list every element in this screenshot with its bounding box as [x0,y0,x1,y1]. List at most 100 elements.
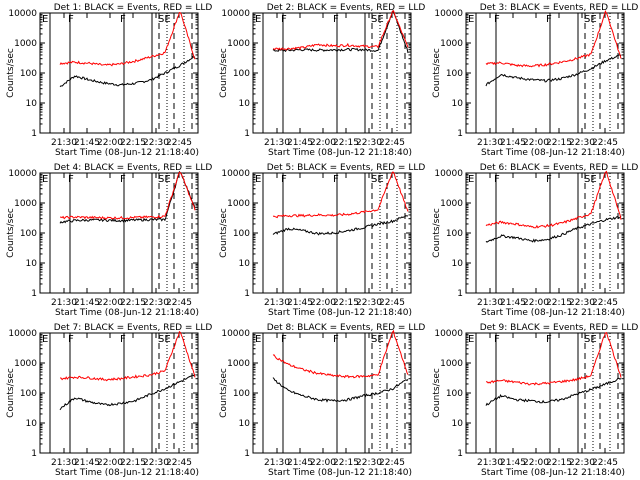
x-tick-label: 22:15 [333,138,359,148]
x-tick-label: 22:00 [97,298,123,308]
x-tick-label: 22:45 [592,298,618,308]
x-tick-label: 21:45 [74,138,100,148]
flag-label: SE [158,174,171,185]
y-tick-label: 10000 [434,169,463,179]
y-tick-label: 10 [239,99,251,109]
events-series-line [59,55,196,88]
flag-label: F [120,334,126,345]
flag-label: E [468,14,474,25]
x-axis-label: Start Time (08-Jun-12 21:18:40) [268,148,412,158]
x-tick-label: 22:00 [523,138,549,148]
flag-label: E [255,174,261,185]
x-tick-label: 22:15 [546,458,572,468]
detector-plot-1: Det 1: BLACK = Events, RED = LLD 1 10 100 10… [6,3,212,158]
x-tick-label: 21:30 [477,458,503,468]
detector-plot-3: Det 3: BLACK = Events, RED = LLD 1 10 100 10… [432,3,638,158]
y-tick-label: 100 [233,69,250,79]
x-tick-label: 22:45 [166,298,192,308]
lld-series-line [272,9,409,51]
lld-series-line [272,329,409,379]
x-tick-label: 21:30 [477,298,503,308]
y-tick-label: 10 [452,99,464,109]
x-tick-label: 22:15 [120,458,146,468]
x-tick-label: 22:00 [523,458,549,468]
y-tick-label: 1 [244,449,250,459]
lld-series-line [59,12,196,67]
lld-series-line [272,171,409,219]
x-tick-label: 21:30 [264,138,290,148]
x-tick-label: 22:00 [310,298,336,308]
y-tick-label: 1000 [440,359,463,369]
plot-title: Det 3: BLACK = Events, RED = LLD [480,3,639,13]
x-tick-label: 22:30 [143,298,169,308]
flag-label: E [42,334,48,345]
flag-label: E [255,334,261,345]
flag-label: F [68,174,74,185]
x-tick-label: 22:15 [333,298,359,308]
x-tick-label: 22:30 [569,138,595,148]
events-series-line [59,374,196,411]
y-tick-label: 100 [20,69,37,79]
flag-label: F [546,14,552,25]
flag-label: F [281,174,287,185]
x-axis-label: Start Time (08-Jun-12 21:18:40) [55,308,199,318]
flag-label: F [333,334,339,345]
plot-title: Det 9: BLACK = Events, RED = LLD [480,323,639,333]
y-tick-label: 1 [457,449,463,459]
y-tick-label: 1 [31,129,37,139]
events-series-line [485,54,622,87]
x-tick-label: 22:45 [166,138,192,148]
x-tick-label: 22:15 [546,138,572,148]
x-axis-label: Start Time (08-Jun-12 21:18:40) [268,308,412,318]
y-tick-label: 1 [457,289,463,299]
y-axis-label: Counts/sec [6,48,16,98]
x-tick-label: 21:30 [51,458,77,468]
flag-label: F [281,334,287,345]
y-tick-label: 100 [446,229,463,239]
x-tick-label: 22:45 [379,298,405,308]
flag-label: E [468,334,474,345]
y-tick-label: 1000 [227,39,250,49]
x-tick-label: 22:30 [356,298,382,308]
x-tick-label: 21:45 [287,298,313,308]
flag-label: F [68,334,74,345]
flag-label: F [494,14,500,25]
flag-label: E [42,174,48,185]
events-series-line [272,215,409,236]
x-tick-label: 22:45 [166,458,192,468]
y-tick-label: 1000 [227,359,250,369]
x-tick-label: 22:15 [120,138,146,148]
x-tick-label: 22:15 [333,458,359,468]
flag-label: SE [584,334,597,345]
x-tick-label: 22:30 [569,458,595,468]
y-axis-label: Counts/sec [432,368,442,418]
x-axis-label: Start Time (08-Jun-12 21:18:40) [481,468,625,478]
x-tick-label: 22:30 [143,458,169,468]
y-tick-label: 10 [26,259,38,269]
x-tick-label: 22:15 [546,298,572,308]
lld-series-line [486,331,622,386]
y-tick-label: 10000 [434,329,463,339]
x-tick-label: 22:45 [592,458,618,468]
x-axis-label: Start Time (08-Jun-12 21:18:40) [55,148,199,158]
flag-label: F [68,14,74,25]
flag-label: F [281,14,287,25]
events-series-line [272,377,409,403]
y-tick-label: 100 [233,229,250,239]
y-tick-label: 1000 [14,359,37,369]
x-tick-label: 22:30 [569,298,595,308]
flag-label: SE [584,14,597,25]
flag-label: E [42,14,48,25]
x-tick-label: 22:30 [143,138,169,148]
x-tick-label: 21:45 [500,298,526,308]
events-series-line [485,377,622,406]
events-series-line [59,170,196,224]
events-series-line [485,215,622,243]
flag-label: F [494,174,500,185]
flag-label: SE [158,334,171,345]
y-tick-label: 10000 [221,9,250,19]
y-tick-label: 10000 [221,329,250,339]
detector-plot-4: Det 4: BLACK = Events, RED = LLD 1 10 100 10… [6,163,212,318]
x-tick-label: 21:45 [74,458,100,468]
y-axis-label: Counts/sec [6,208,16,258]
